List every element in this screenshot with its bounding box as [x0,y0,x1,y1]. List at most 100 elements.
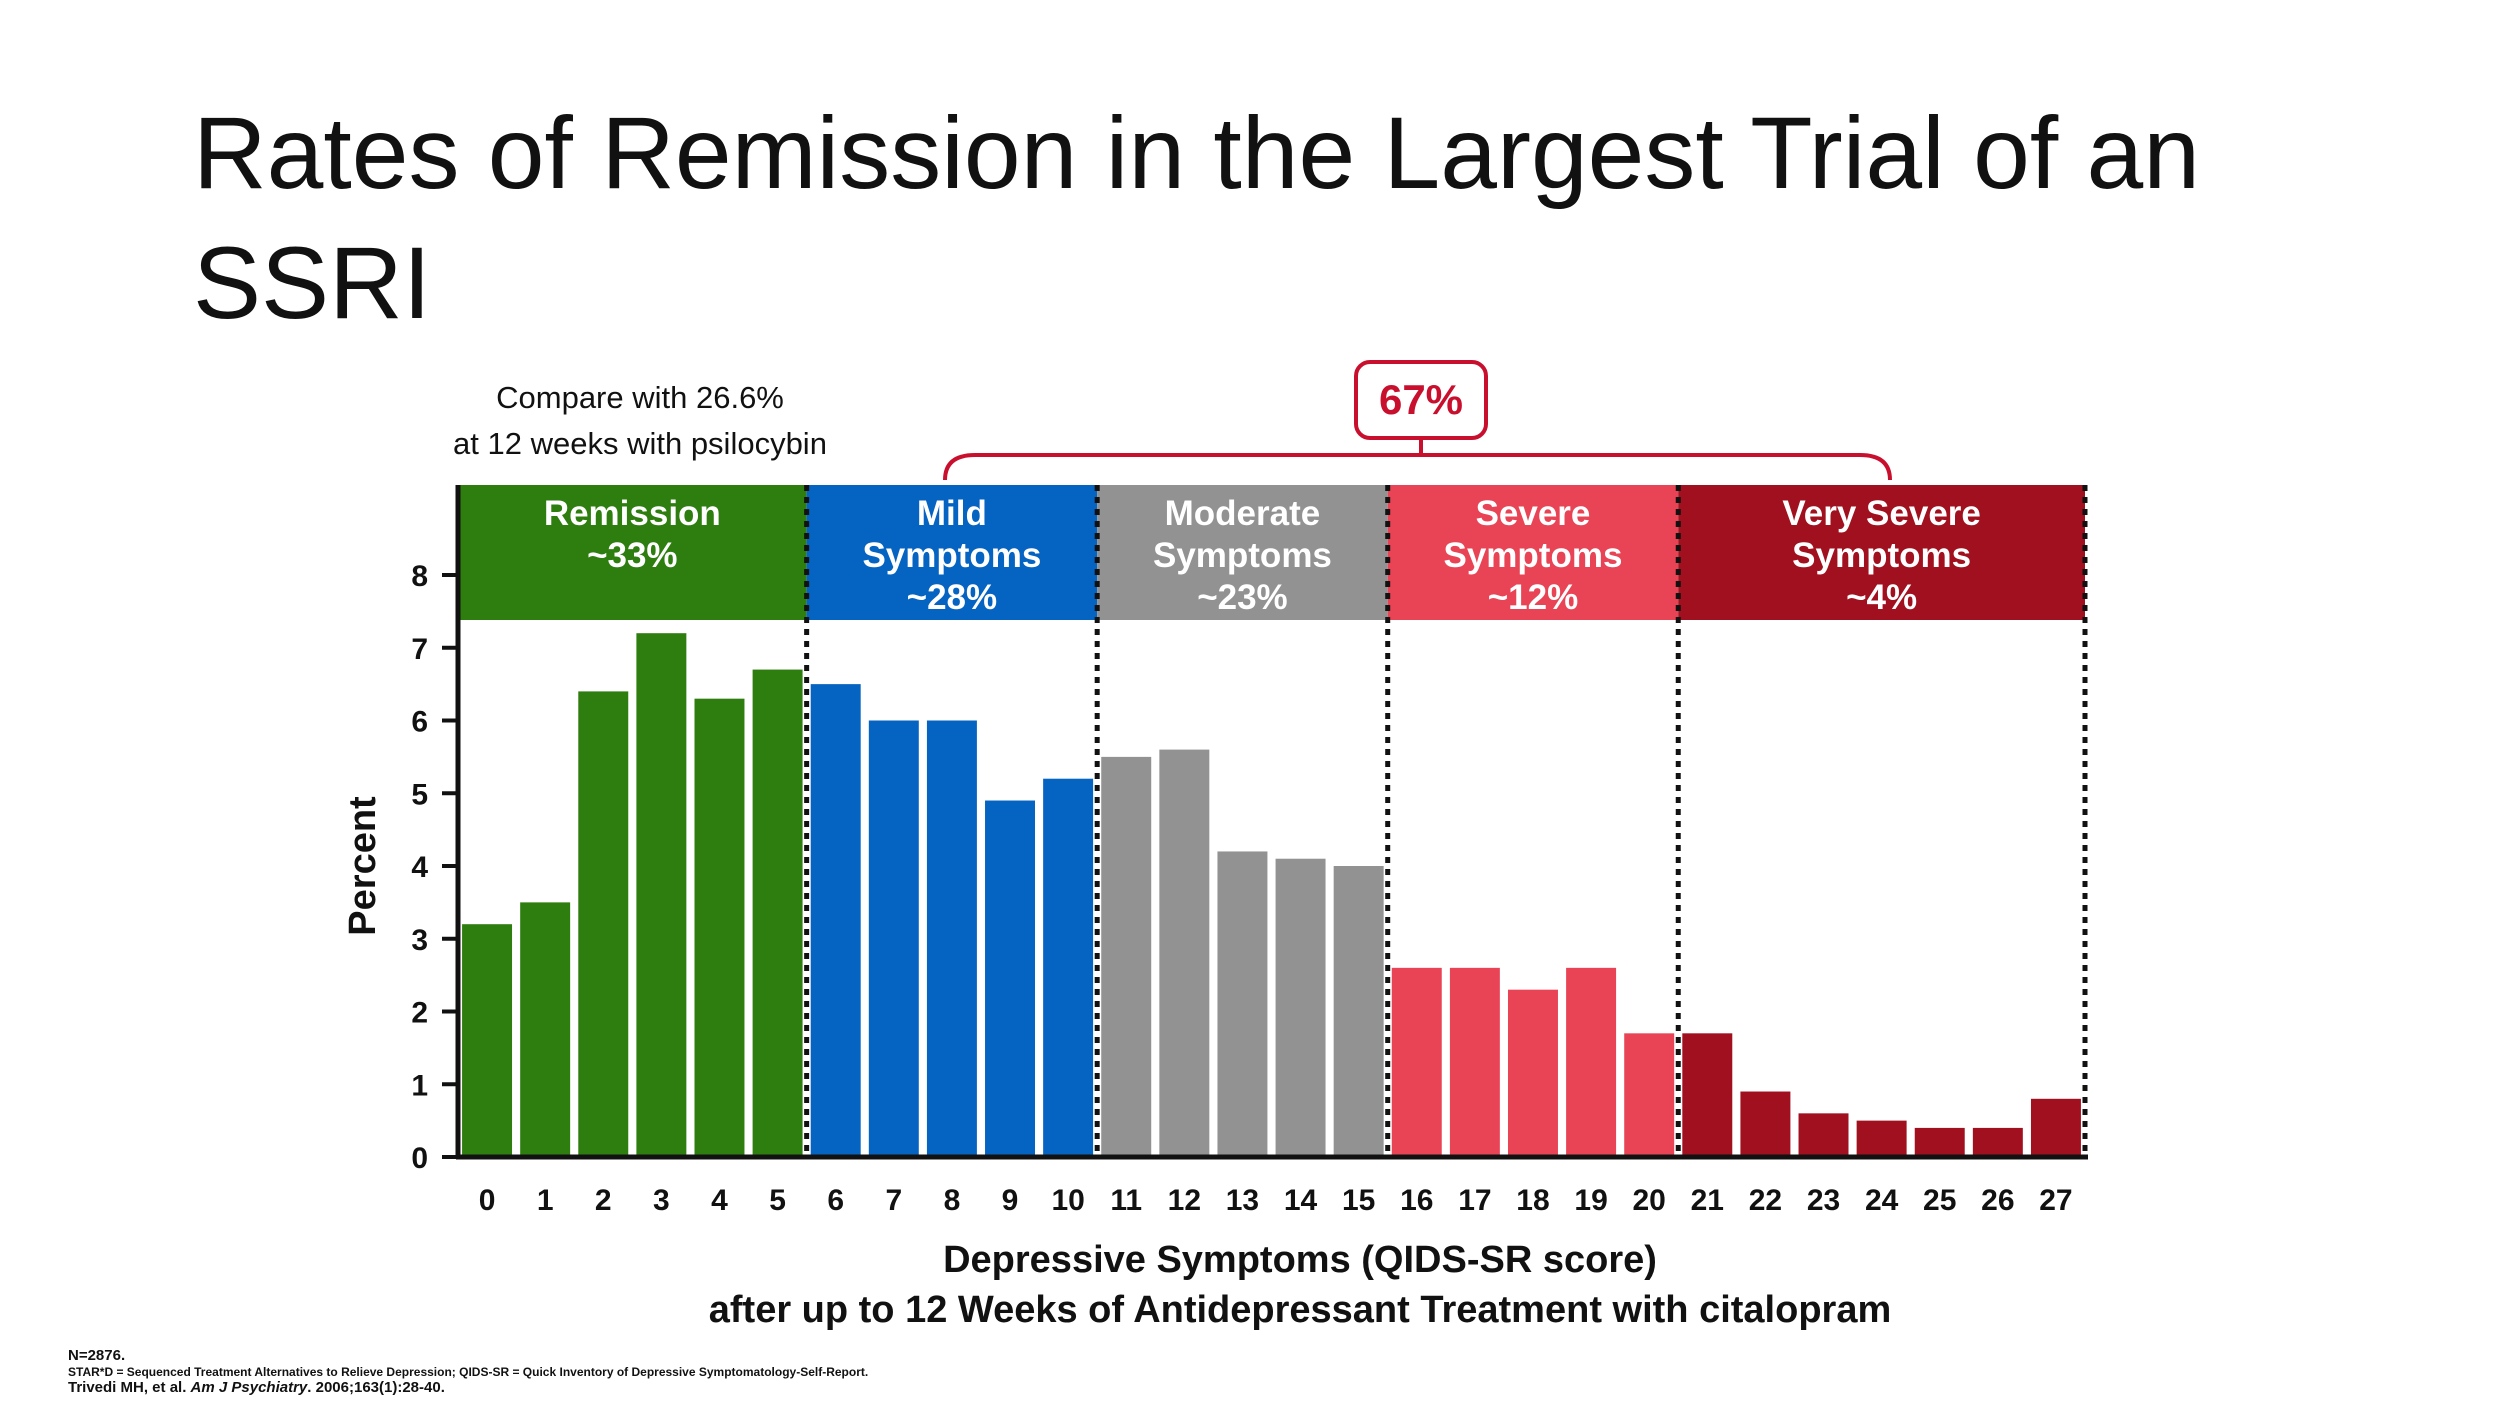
bar [1159,749,1210,1157]
footnote-abbreviations: STAR*D = Sequenced Treatment Alternative… [68,1365,869,1379]
bar [1740,1091,1791,1157]
x-tick-label: 9 [1002,1184,1019,1217]
x-tick-label: 13 [1226,1184,1259,1217]
reference-journal: Am J Psychiatry [190,1379,308,1396]
bar [985,800,1036,1157]
bar [1391,967,1442,1157]
y-tick-label: 1 [411,1069,428,1102]
x-tick-label: 6 [827,1184,844,1217]
footnote-n: N=2876. [68,1347,126,1364]
callout-label: 67% [1379,376,1463,423]
category-band-0 [458,485,807,620]
category-label: ~4% [1846,578,1917,617]
x-tick-label: 20 [1633,1184,1666,1217]
category-label: Symptoms [1792,536,1971,575]
y-tick-label: 5 [411,778,428,811]
compare-note: Compare with 26.6% at 12 weeks with psil… [400,375,880,467]
x-tick-label: 3 [653,1184,670,1217]
x-tick-label: 19 [1574,1184,1607,1217]
x-tick-label: 1 [537,1184,554,1217]
bar [1798,1113,1849,1157]
y-tick-label: 0 [411,1142,428,1175]
compare-note-line2: at 12 weeks with psilocybin [453,426,827,461]
x-tick-label: 16 [1400,1184,1433,1217]
category-band-2 [1097,485,1388,620]
category-band-1 [806,485,1098,620]
bar [520,902,571,1157]
y-tick-label: 3 [411,924,428,957]
category-band-4 [1678,485,2085,620]
x-tick-label: 14 [1284,1184,1318,1217]
bar [462,924,513,1157]
category-label: Symptoms [862,536,1041,575]
bar [1333,866,1384,1157]
x-tick-label: 2 [595,1184,612,1217]
category-label: Very Severe [1782,494,1981,533]
x-tick-label: 11 [1110,1184,1142,1217]
x-tick-label: 23 [1807,1184,1840,1217]
bracket [943,453,1892,481]
bar [1449,967,1500,1157]
bar [1856,1120,1907,1157]
x-axis-title-line1: Depressive Symptoms (QIDS-SR score) [943,1239,1657,1281]
y-tick-label: 7 [411,633,428,666]
reference-authors: Trivedi MH, et al. [68,1379,191,1396]
x-tick-label: 17 [1458,1184,1491,1217]
category-label: Symptoms [1153,536,1332,575]
x-tick-label: 18 [1516,1184,1549,1217]
bar [868,720,919,1157]
bar [636,633,687,1157]
y-tick-label: 4 [411,851,428,884]
category-label: ~28% [907,578,998,617]
x-tick-label: 12 [1168,1184,1201,1217]
x-tick-label: 24 [1865,1184,1899,1217]
bar [1972,1127,2023,1157]
bar [1275,858,1326,1157]
x-tick-label: 5 [769,1184,786,1217]
reference-details: . 2006;163(1):28-40. [307,1379,445,1396]
bar [1101,756,1152,1157]
bar [1566,967,1617,1157]
y-tick-label: 6 [411,706,428,739]
x-tick-label: 21 [1691,1184,1724,1217]
bar [1217,851,1268,1157]
bar [1914,1127,1965,1157]
x-tick-label: 25 [1923,1184,1956,1217]
x-tick-label: 8 [944,1184,961,1217]
category-label: Remission [544,494,721,533]
y-tick-label: 2 [411,997,428,1030]
bar [810,684,861,1157]
bar [752,669,803,1157]
x-tick-label: 10 [1051,1184,1084,1217]
bar [1043,778,1094,1157]
x-tick-label: 26 [1981,1184,2014,1217]
x-tick-label: 4 [711,1184,728,1217]
category-label: Moderate [1165,494,1321,533]
x-axis-title-line2: after up to 12 Weeks of Antidepressant T… [709,1289,1892,1331]
footnotes: N=2876. STAR*D = Sequenced Treatment Alt… [68,1348,868,1396]
x-tick-label: 7 [885,1184,902,1217]
x-tick-label: 27 [2039,1184,2072,1217]
x-tick-label: 22 [1749,1184,1782,1217]
bar [2030,1098,2081,1157]
category-label: Severe [1476,494,1591,533]
bar [694,698,745,1157]
category-label: Symptoms [1444,536,1623,575]
slide-title: Rates of Remission in the Largest Trial … [193,96,2200,340]
y-tick-label: 8 [411,560,428,593]
compare-note-line1: Compare with 26.6% [496,380,784,415]
category-label: ~33% [587,536,678,575]
bar [1682,1033,1733,1157]
y-axis-title: Percent [342,796,384,936]
bar [578,691,629,1157]
bar [926,720,977,1157]
bar [1507,989,1558,1157]
x-tick-label: 15 [1342,1184,1375,1217]
bar [1624,1033,1675,1157]
footnote-reference: Trivedi MH, et al. Am J Psychiatry. 2006… [68,1380,868,1396]
x-tick-label: 0 [479,1184,496,1217]
category-label: Mild [917,494,987,533]
category-label: ~12% [1488,578,1579,617]
category-band-3 [1387,485,1679,620]
